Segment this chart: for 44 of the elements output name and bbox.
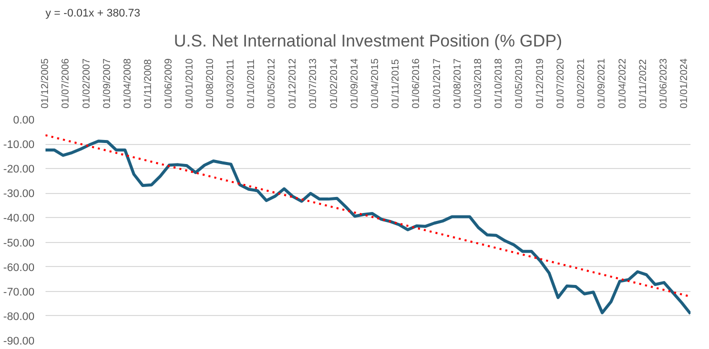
y-tick-label: -20.00 — [3, 164, 35, 176]
y-tick-label: -60.00 — [3, 262, 35, 274]
x-tick-label: 01/06/2023 — [658, 58, 670, 108]
x-tick-label: 01/05/2012 — [266, 58, 278, 108]
y-tick-label: -50.00 — [3, 237, 35, 250]
x-tick-label: 01/02/2007 — [81, 58, 92, 108]
chart-title: U.S. Net International Investment Position (% GDP) — [174, 32, 562, 50]
x-tick-label: 01/11/2015 — [390, 58, 402, 108]
x-tick-label: 01/03/2011 — [225, 58, 236, 108]
y-tick-label: -90.00 — [3, 336, 35, 348]
y-tick-label: -80.00 — [3, 310, 35, 323]
x-tick-label: 01/04/2015 — [370, 58, 381, 108]
x-tick-label: 01/12/2012 — [287, 58, 298, 108]
x-tick-label: 01/10/2018 — [494, 58, 505, 108]
text: y = -0.01x + 380.73 — [46, 8, 140, 20]
x-tick-label: 01/07/2020 — [555, 58, 566, 108]
x-tick-label: 01/01/2017 — [432, 58, 443, 108]
x-tick-label: 01/12/2005 — [40, 58, 51, 108]
x-tick-label: 01/03/2018 — [472, 58, 484, 108]
x-tick-label: 01/06/2009 — [164, 58, 175, 108]
x-tick-label: 01/02/2021 — [576, 58, 588, 108]
x-tick-label: 01/09/2014 — [349, 58, 360, 108]
x-tick-label: 01/04/2008 — [122, 58, 134, 108]
y-tick-label: -10.00 — [3, 139, 35, 152]
x-tick-label: 01/01/2024 — [679, 58, 690, 108]
y-tick-label: -40.00 — [3, 212, 35, 225]
x-tick-label: 01/08/2010 — [204, 58, 216, 108]
y-tick-label: -30.00 — [3, 188, 35, 200]
y-tick-label: 0.00 — [13, 114, 35, 126]
x-tick-label: 01/04/2022 — [617, 58, 628, 108]
x-tick-label: 01/12/2019 — [534, 58, 546, 108]
x-tick-label: 01/01/2010 — [184, 58, 196, 108]
x-tick-label: 01/09/2007 — [102, 58, 113, 108]
x-tick-label: 01/06/2016 — [411, 58, 422, 108]
x-tick-label: 01/09/2021 — [596, 58, 608, 108]
x-tick-label: 01/11/2008 — [143, 58, 154, 108]
x-tick-label: 01/07/2013 — [308, 58, 319, 108]
x-tick-label: 01/10/2011 — [246, 58, 258, 108]
x-tick-label: 01/11/2022 — [638, 58, 649, 108]
x-tick-label: 01/02/2014 — [328, 58, 340, 108]
x-tick-label: 01/07/2006 — [60, 58, 72, 108]
x-tick-label: 01/08/2017 — [452, 58, 464, 108]
x-tick-label: 01/05/2019 — [514, 58, 526, 108]
y-tick-label: -70.00 — [3, 286, 35, 298]
